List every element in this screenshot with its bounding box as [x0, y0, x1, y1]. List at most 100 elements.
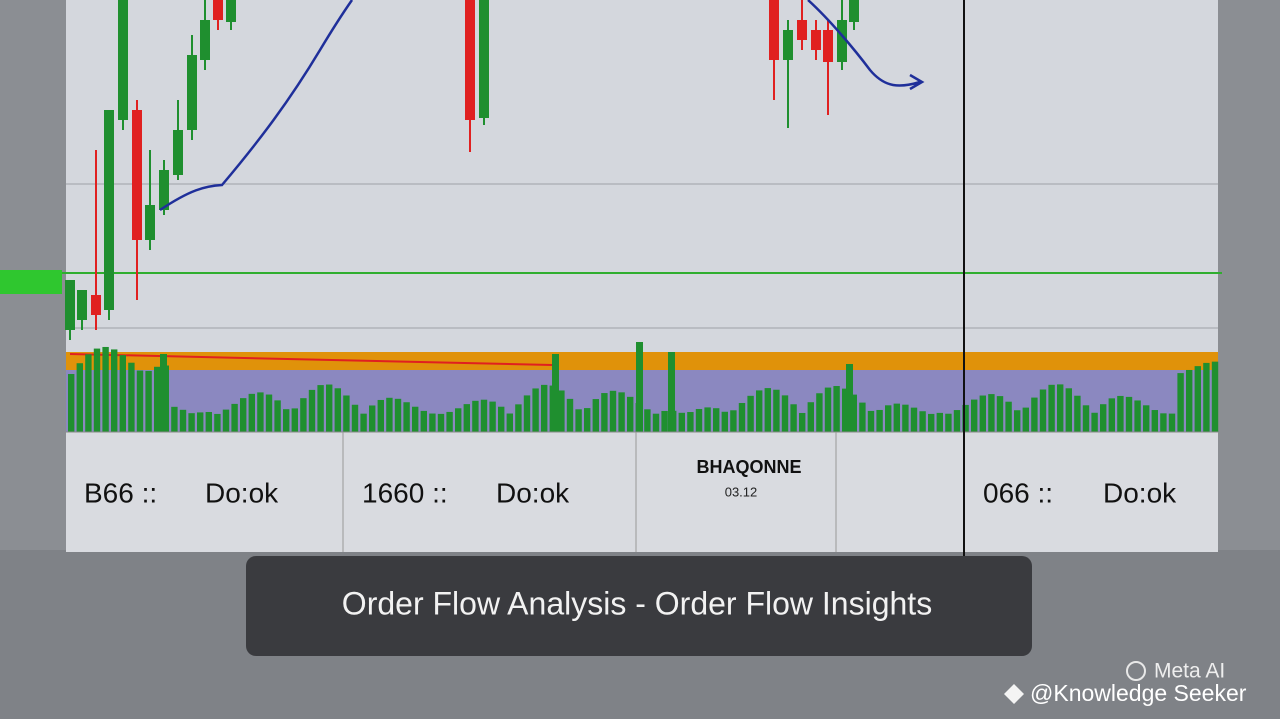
volume-bar: [807, 402, 814, 432]
volume-bar: [179, 409, 187, 432]
volume-bar: [1065, 388, 1072, 432]
volume-bar: [661, 410, 668, 432]
candle-body: [118, 0, 128, 120]
volume-bar: [1143, 405, 1150, 432]
volume-bar: [668, 352, 675, 432]
volume-bar: [928, 413, 935, 432]
candle-body: [159, 170, 169, 210]
volume-bar: [1151, 410, 1158, 432]
volume-bar: [1074, 395, 1081, 432]
volume-bar: [1211, 361, 1219, 432]
volume-bar: [644, 409, 651, 432]
volume-bar: [627, 396, 634, 432]
volume-bar: [704, 407, 711, 432]
volume-bar: [386, 397, 393, 432]
volume-bar: [446, 411, 453, 432]
volume-bar: [756, 390, 763, 432]
volume-bar: [111, 349, 118, 432]
volume-bar: [257, 392, 264, 432]
candle-body: [213, 0, 223, 20]
volume-bar: [274, 400, 281, 432]
handle-icon: [1004, 684, 1024, 704]
candle-body: [837, 20, 847, 62]
candle-body: [769, 0, 779, 60]
volume-bar: [1186, 369, 1193, 432]
volume-bar: [515, 404, 522, 432]
volume-bar: [1014, 410, 1021, 432]
volume-bar: [360, 413, 367, 432]
volume-bar: [799, 412, 806, 432]
volume-bar: [1160, 413, 1167, 432]
candle-body: [849, 0, 859, 22]
volume-bar: [902, 404, 909, 432]
volume-bar: [463, 404, 470, 432]
volume-bar: [962, 404, 969, 432]
volume-bar: [764, 388, 771, 432]
volume-bar: [429, 413, 436, 432]
candle-body: [479, 0, 489, 118]
volume-bar: [420, 410, 427, 432]
volume-bar: [326, 384, 333, 432]
trend-line: [69, 353, 553, 366]
brand-icon: [1126, 661, 1146, 681]
volume-bar: [222, 409, 230, 432]
volume-bar: [145, 370, 152, 432]
panel-code: 1660 ::: [362, 477, 448, 508]
volume-bar: [687, 412, 694, 432]
volume-bar: [1108, 398, 1115, 432]
volume-bar: [584, 408, 591, 432]
volume-bar: [334, 388, 341, 432]
volume-bar: [403, 402, 410, 432]
volume-bar: [601, 393, 608, 432]
candle-body: [173, 130, 183, 175]
moving-average: [807, 0, 925, 91]
volume-bar: [1039, 389, 1047, 432]
volume-bar: [833, 386, 840, 432]
volume-bar: [558, 390, 565, 432]
volume-bar: [369, 405, 376, 432]
volume-bars: [68, 342, 1219, 432]
volume-bar: [552, 354, 559, 432]
volume-bar: [300, 398, 307, 432]
volume-bar: [1048, 384, 1055, 432]
volume-bar: [128, 362, 135, 432]
volume-bar: [160, 354, 167, 432]
volume-bar: [910, 407, 918, 432]
volume-bar: [566, 398, 574, 432]
volume-bar: [532, 388, 539, 432]
volume-bar: [489, 401, 496, 432]
volume-bar: [1177, 373, 1184, 432]
handle: @Knowledge Seeker: [1030, 680, 1247, 706]
candle-body: [187, 55, 197, 130]
candle-body: [77, 290, 87, 320]
volume-bar: [652, 413, 660, 432]
volume-bar: [1100, 404, 1107, 432]
candle-body: [783, 30, 793, 60]
volume-bar: [1031, 397, 1038, 432]
volume-bar: [265, 394, 273, 432]
candle-body: [91, 295, 101, 315]
volume-bar: [205, 411, 212, 432]
volume-bar: [842, 388, 849, 432]
volume-bar: [738, 402, 746, 432]
volume-bar: [93, 348, 101, 432]
volume-bar: [437, 413, 445, 432]
candle-body: [465, 0, 475, 120]
volume-bar: [781, 395, 789, 432]
volume-bar: [85, 354, 92, 432]
volume-bar: [919, 411, 926, 432]
volume-bar: [773, 389, 780, 432]
volume-bar: [618, 392, 625, 432]
volume-bar: [876, 409, 883, 432]
price-level-tag: [0, 270, 62, 294]
candle-body: [226, 0, 236, 22]
volume-bar: [136, 370, 144, 432]
volume-bar: [1168, 413, 1176, 432]
volume-bar: [1005, 401, 1012, 432]
panel-code: B66 ::: [84, 477, 157, 508]
volume-bar: [816, 393, 823, 432]
panel-title: BHAQONNE: [696, 457, 801, 477]
volume-bar: [609, 390, 617, 432]
